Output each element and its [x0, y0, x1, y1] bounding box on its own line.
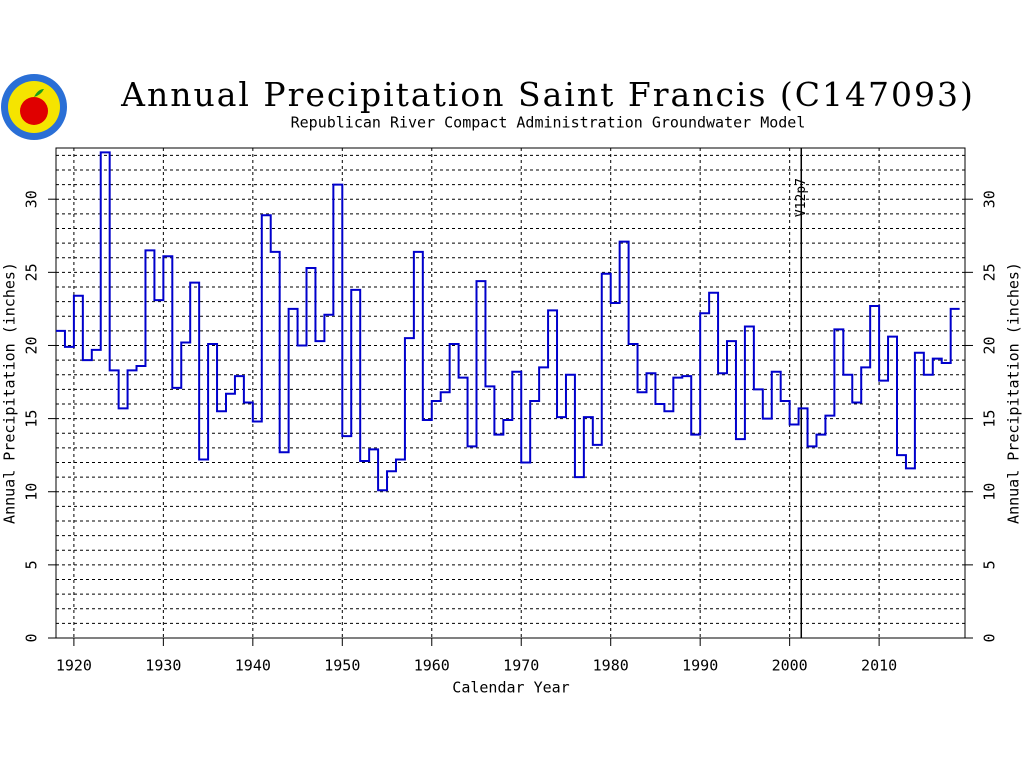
annotation-text: V12p7: [794, 178, 809, 217]
y2-tick-label: 25: [981, 263, 999, 281]
step-line: [56, 151, 960, 492]
plot-frame: [55, 147, 966, 639]
y-tick-label: 20: [23, 336, 41, 354]
y-tick-label: 30: [23, 190, 41, 208]
x-tick-label: 2000: [772, 657, 808, 675]
y-tick-label: 5: [23, 560, 41, 569]
x-axis-label: Calendar Year: [452, 679, 569, 697]
x-tick-label: 1960: [414, 657, 450, 675]
y-tick-label: 0: [23, 633, 41, 642]
y-tick-label: 15: [23, 410, 41, 428]
y2-tick-label: 10: [981, 483, 999, 501]
x-tick-label: 1980: [593, 657, 629, 675]
x-tick-label: 2010: [861, 657, 897, 675]
x-tick-label: 1940: [235, 657, 271, 675]
y-tick-label: 25: [23, 263, 41, 281]
y2-tick-label: 15: [981, 410, 999, 428]
chart-title: Annual Precipitation Saint Francis (C147…: [120, 75, 975, 114]
logo: [1, 74, 67, 140]
y2-tick-label: 20: [981, 336, 999, 354]
y2-axis-label: Annual Precipitation (inches): [1005, 262, 1023, 524]
y2-tick-label: 0: [981, 633, 999, 642]
y-tick-label: 10: [23, 483, 41, 501]
y2-tick-label: 30: [981, 190, 999, 208]
y2-tick-label: 5: [981, 560, 999, 569]
x-tick-label: 1950: [324, 657, 360, 675]
chart-subtitle: Republican River Compact Administration …: [291, 114, 806, 132]
x-tick-label: 1990: [682, 657, 718, 675]
y-axis-label: Annual Precipitation (inches): [1, 262, 19, 524]
x-tick-label: 1920: [56, 657, 92, 675]
x-tick-label: 1970: [503, 657, 539, 675]
x-tick-label: 1930: [145, 657, 181, 675]
